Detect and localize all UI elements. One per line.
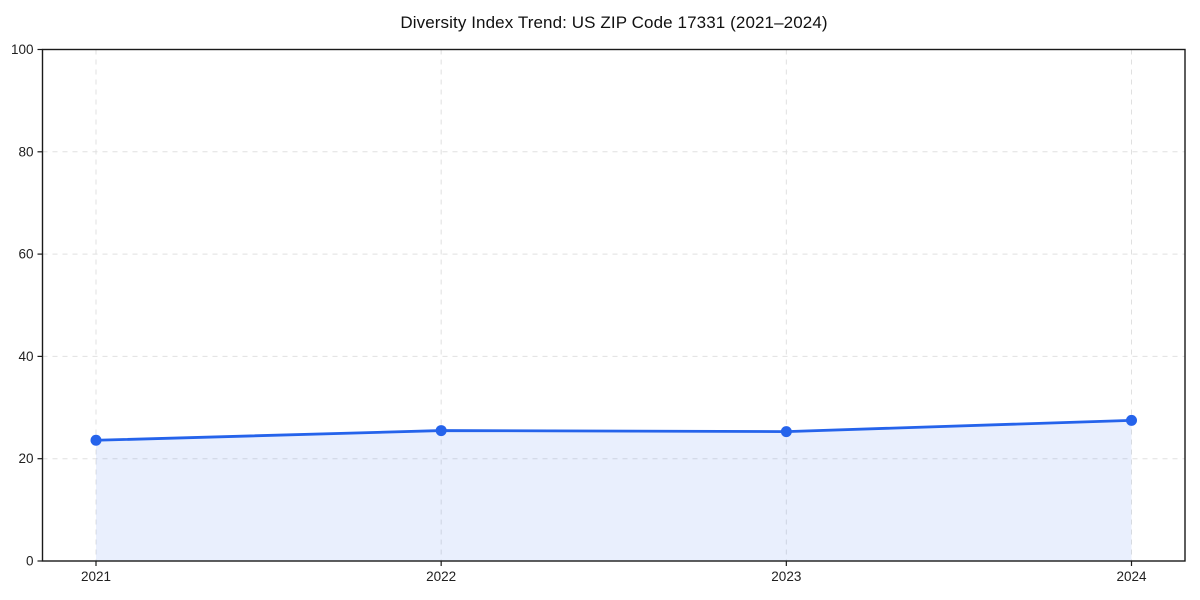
- x-tick-label: 2023: [771, 569, 801, 584]
- y-tick-label: 0: [26, 554, 34, 569]
- y-tick-label: 20: [18, 451, 33, 466]
- plot-border: [41, 48, 1186, 562]
- data-point: [90, 434, 102, 446]
- series-area: [96, 420, 1132, 561]
- series-line: [94, 418, 1133, 442]
- chart-title: Diversity Index Trend: US ZIP Code 17331…: [400, 13, 828, 32]
- y-tick-label: 100: [11, 42, 34, 57]
- y-tick-label: 60: [18, 247, 33, 262]
- data-point: [780, 426, 792, 438]
- y-tick-label: 80: [18, 144, 33, 159]
- x-tick-label: 2021: [81, 569, 111, 584]
- data-point: [1126, 414, 1137, 426]
- x-tick-label: 2024: [1116, 569, 1147, 584]
- y-tick-label: 40: [18, 349, 33, 364]
- x-tick-label: 2022: [426, 569, 456, 584]
- data-point: [435, 425, 447, 437]
